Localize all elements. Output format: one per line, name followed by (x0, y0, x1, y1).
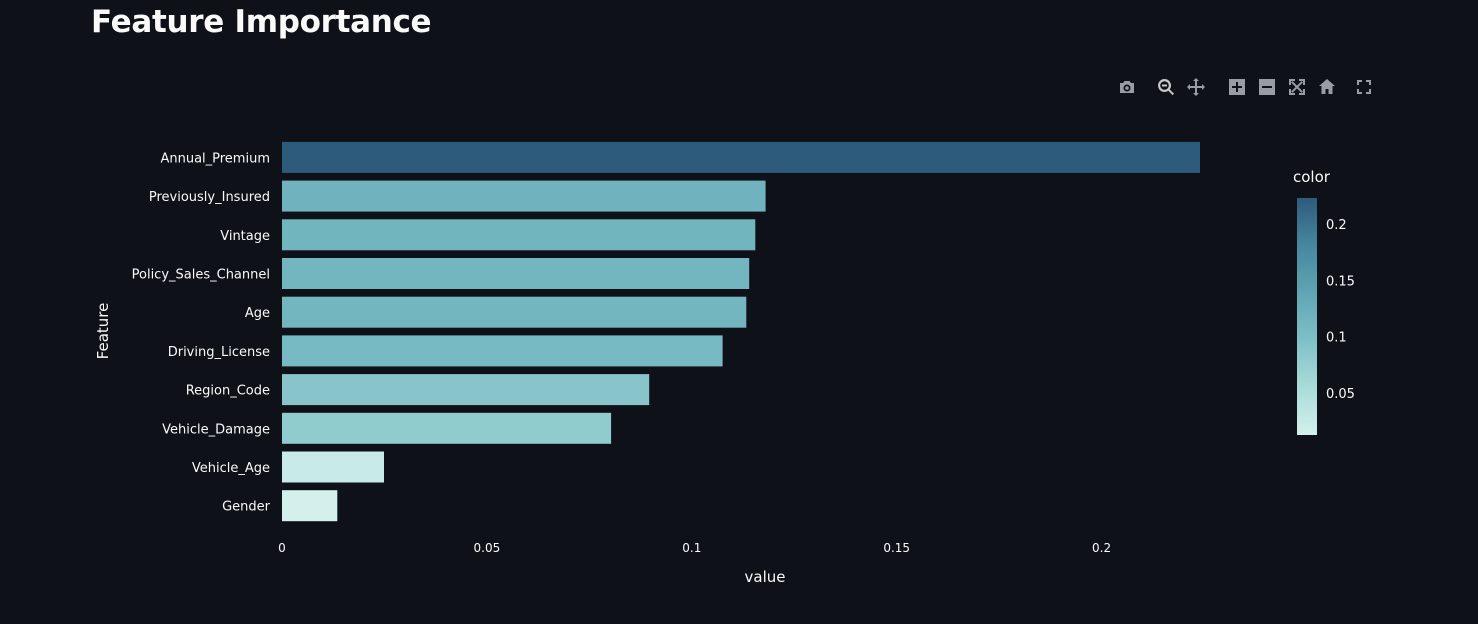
camera-icon[interactable] (1114, 74, 1140, 100)
y-tick-label: Gender (222, 500, 271, 515)
y-tick-label: Annual_Premium (160, 151, 270, 166)
y-tick-label: Policy_Sales_Channel (132, 268, 270, 283)
colorbar-tick-label: 0.15 (1326, 274, 1355, 289)
page-title: Feature Importance (91, 4, 432, 40)
colorbar-tick-label: 0.1 (1326, 331, 1347, 346)
zoom-in-icon[interactable] (1224, 74, 1250, 100)
colorbar-title: color (1293, 168, 1331, 186)
bar-previously-insured[interactable] (282, 180, 766, 212)
chart-modebar (1112, 74, 1382, 100)
y-tick-label: Vehicle_Damage (162, 422, 270, 437)
pan-icon[interactable] (1183, 74, 1209, 100)
x-tick-label: 0.2 (1092, 541, 1111, 555)
x-tick-label: 0 (278, 541, 286, 555)
bar-driving-license[interactable] (282, 335, 723, 367)
bar-annual-premium[interactable] (282, 141, 1200, 173)
bar-vintage[interactable] (282, 219, 756, 251)
x-tick-label: 0.15 (883, 541, 910, 555)
bar-age[interactable] (282, 296, 747, 328)
x-tick-label: 0.05 (474, 541, 501, 555)
x-axis-title: value (745, 568, 786, 586)
zoom-out-icon[interactable] (1254, 74, 1280, 100)
y-tick-label: Previously_Insured (149, 190, 270, 205)
y-tick-label: Age (245, 306, 270, 321)
bar-region-code[interactable] (282, 374, 650, 406)
colorbar-tick-label: 0.2 (1326, 218, 1347, 233)
x-tick-label: 0.1 (682, 541, 701, 555)
y-tick-label: Vehicle_Age (192, 461, 270, 476)
bar-vehicle-age[interactable] (282, 451, 384, 483)
y-tick-label: Region_Code (186, 384, 270, 399)
bar-gender[interactable] (282, 490, 338, 522)
colorbar-tick-label: 0.05 (1326, 387, 1355, 402)
colorbar (1297, 198, 1317, 435)
fullscreen-icon[interactable] (1351, 74, 1377, 100)
bar-vehicle-damage[interactable] (282, 412, 612, 444)
y-axis-title: Feature (94, 303, 112, 360)
autoscale-icon[interactable] (1284, 74, 1310, 100)
y-tick-label: Driving_License (168, 345, 270, 360)
bar-policy-sales-channel[interactable] (282, 258, 750, 289)
zoom-icon[interactable] (1153, 74, 1179, 100)
y-tick-label: Vintage (220, 229, 270, 244)
home-icon[interactable] (1314, 74, 1340, 100)
